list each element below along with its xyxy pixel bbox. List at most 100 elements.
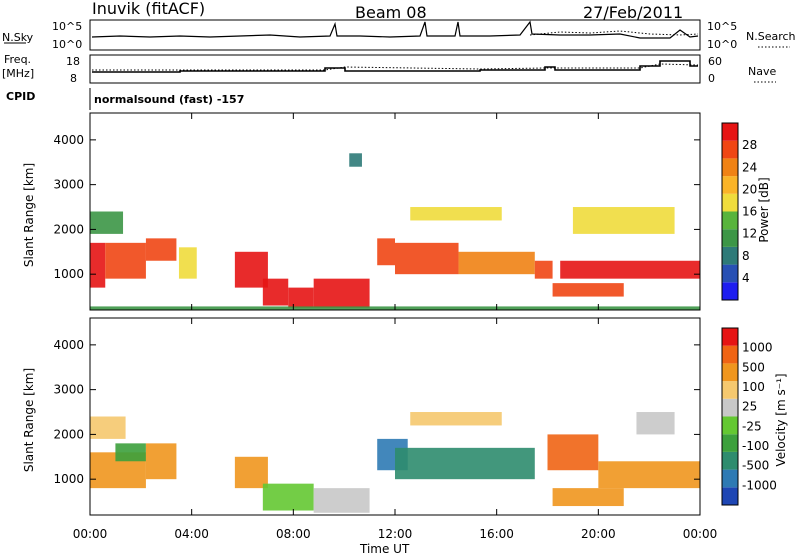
power-colorbar-tick-label: 24 [742,160,757,174]
velocity-colorbar: 1000 500 100 25 -25 -100 -500 -1000 [721,327,777,506]
x-tick-label: 08:00 [276,527,311,541]
power-colorbar-label: Power [dB] [757,177,771,242]
station-title: Inuvik (fitACF) [92,0,205,18]
nsky-tick-top: 10^5 [52,20,82,33]
power-colorbar-tick-label: 16 [742,205,757,219]
velocity-colorbar-cell [722,345,738,364]
velocity-colorbar-tick-label: -25 [742,419,762,433]
velocity-echo-band [552,488,624,507]
cpid-value: normalsound (fast) -157 [94,93,244,106]
power-echo-band [377,238,395,266]
x-tick-label: 20:00 [581,527,616,541]
cpid-label: CPID [6,90,35,103]
nsearch-tick-top: 10^5 [707,20,737,33]
x-tick-label: 12:00 [378,527,413,541]
nave-trace [92,63,699,71]
nsky-tick-bottom: 10^0 [52,38,82,51]
power-colorbar-cell [722,211,738,230]
power-y-tick-label: 1000 [53,267,84,281]
velocity-colorbar-cell [722,328,738,346]
power-colorbar-cell [722,246,738,265]
power-colorbar-tick-label: 28 [742,138,757,152]
velocity-y-tick-label: 4000 [53,338,84,352]
power-panel: 1000 2000 3000 4000 [53,112,701,311]
x-tick-label: 00:00 [683,527,718,541]
velocity-colorbar-cell [722,381,738,399]
power-colorbar-tick-label: 20 [742,182,757,196]
velocity-colorbar-cell [722,416,738,435]
velocity-colorbar-tick-label: 100 [742,380,765,394]
date-title: 27/Feb/2011 [583,3,683,22]
velocity-y-axis-label: Slant Range [km] [22,368,36,472]
velocity-echo-band [410,412,502,426]
velocity-colorbar-tick-label: -500 [742,459,769,473]
power-colorbar-cell [722,193,738,212]
beam-title: Beam 08 [355,3,427,22]
velocity-colorbar-tick-label: -100 [742,439,769,453]
power-echo-band [560,260,700,279]
power-echo-band [552,283,624,297]
power-echo-band [234,251,268,288]
x-axis-label: Time UT [359,542,410,554]
x-tick-label: 00:00 [73,527,108,541]
x-tick-label: 16:00 [479,527,514,541]
velocity-echo-band [636,412,675,435]
velocity-y-tick-label: 3000 [53,383,84,397]
power-echo-band [410,207,502,221]
velocity-echo-band [598,461,700,489]
nsky-label: N.Sky [2,31,34,44]
power-echo-band [90,242,106,288]
nave-label: Nave [748,65,776,78]
velocity-echo-band [145,443,177,480]
power-y-tick-label: 4000 [53,133,84,147]
power-y-tick-label: 2000 [53,222,84,236]
nsearch-tick-bottom: 10^0 [707,38,737,51]
power-colorbar-tick-label: 12 [742,227,757,241]
power-echo-band [349,153,362,167]
power-echo-band [313,278,370,308]
power-echo-band [534,260,553,279]
x-axis-ticks: 00:00 04:00 08:00 12:00 16:00 20:00 00:00 [73,113,718,541]
power-colorbar-cell [722,264,738,283]
nsky-trace [91,20,699,39]
velocity-colorbar-cell [722,451,738,470]
velocity-y-tick-label: 2000 [53,427,84,441]
velocity-echo-band [115,443,146,462]
power-echo-band [90,211,124,234]
power-echo-band [288,287,314,308]
velocity-y-tick-label: 1000 [53,472,84,486]
power-y-tick-label: 3000 [53,178,84,192]
power-echo-band [262,278,289,306]
power-colorbar-tick-label: 8 [742,249,750,263]
freq-label-1: Freq. [4,53,31,66]
velocity-colorbar-frame [721,327,739,506]
velocity-colorbar-cell [722,469,738,488]
power-colorbar-cell [722,176,738,194]
freq-trace [92,60,698,73]
x-tick-label: 04:00 [174,527,209,541]
freq-tick-bottom: 8 [70,72,77,85]
freq-tick-top: 18 [66,55,80,68]
power-y-axis-label: Slant Range [km] [22,163,36,267]
nave-tick-top: 60 [708,55,722,68]
velocity-colorbar-tick-label: -1000 [742,478,777,492]
freq-label-2: [MHz] [2,67,34,80]
nsearch-label: N.Search [746,30,796,43]
velocity-echo-band [234,456,268,489]
power-echo-band [395,242,459,275]
power-echo-band [145,238,177,261]
nsky-panel-frame [89,19,701,51]
velocity-echo-band [547,434,599,471]
velocity-echo-band [90,416,126,439]
velocity-colorbar-label: Velocity [m s⁻¹] [774,373,788,466]
velocity-echo-band [395,447,535,480]
power-echo-band [572,207,675,234]
power-colorbar-cell [722,158,738,177]
freq-panel-frame [89,54,701,84]
velocity-panel: 1000 2000 3000 4000 [53,317,701,516]
velocity-colorbar-cell [722,398,738,417]
velocity-echo-band [262,483,314,511]
power-echo-band [105,242,146,279]
velocity-colorbar-tick-label: 500 [742,360,765,374]
